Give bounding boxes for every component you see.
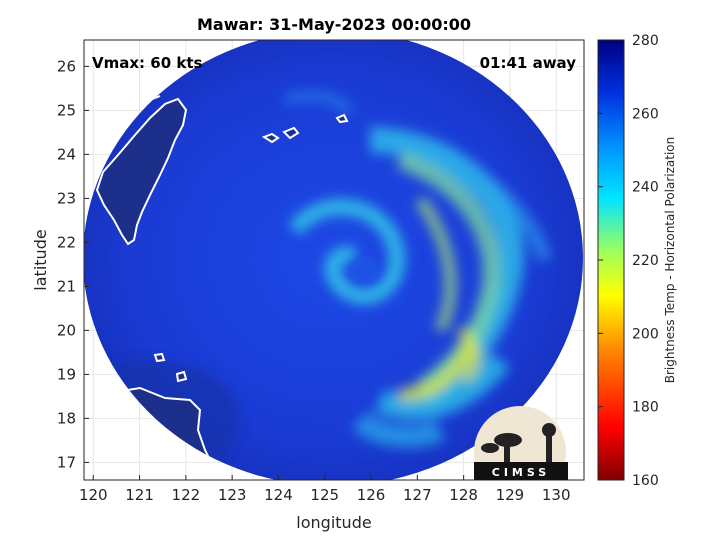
y-tick-label: 26 bbox=[57, 57, 76, 75]
colorbar-tick-label: 280 bbox=[632, 33, 659, 49]
colorbar-tick-label: 200 bbox=[632, 326, 659, 342]
y-axis-ticks: 17 18 19 20 21 22 23 24 25 26 bbox=[57, 57, 89, 471]
x-tick-label: 128 bbox=[449, 486, 478, 504]
colorbar-tick-label: 260 bbox=[632, 106, 659, 122]
storm-eye bbox=[349, 256, 381, 284]
x-tick-label: 130 bbox=[542, 486, 571, 504]
x-tick-label: 121 bbox=[125, 486, 154, 504]
tower-icon bbox=[546, 430, 552, 462]
x-tick-label: 124 bbox=[264, 486, 293, 504]
y-tick-label: 25 bbox=[57, 101, 76, 119]
vmax-annotation: Vmax: 60 kts bbox=[92, 54, 202, 72]
island-iriomote bbox=[282, 126, 300, 140]
x-axis-label: longitude bbox=[296, 513, 371, 532]
taiwan-coastline bbox=[95, 97, 188, 246]
y-tick-label: 17 bbox=[57, 453, 76, 471]
y-tick-label: 19 bbox=[57, 365, 76, 383]
x-tick-label: 127 bbox=[403, 486, 432, 504]
x-tick-label: 125 bbox=[310, 486, 339, 504]
island-batanes-1 bbox=[153, 352, 166, 363]
chart-title: Mawar: 31-May-2023 00:00:00 bbox=[197, 15, 471, 34]
colorbar-tick-label: 240 bbox=[632, 180, 659, 196]
y-tick-label: 21 bbox=[57, 277, 76, 295]
y-tick-label: 22 bbox=[57, 233, 76, 251]
y-axis-label: latitude bbox=[31, 229, 50, 290]
dish-icon bbox=[481, 443, 499, 453]
x-tick-label: 122 bbox=[172, 486, 201, 504]
y-tick-label: 23 bbox=[57, 189, 76, 207]
y-tick-label: 24 bbox=[57, 145, 76, 163]
colorbar-ticks: 160 180 200 220 240 260 280 bbox=[598, 33, 659, 489]
plot-border bbox=[83, 39, 585, 481]
x-axis-ticks: 120 121 122 123 124 125 126 127 128 129 130 bbox=[79, 475, 571, 504]
y-tick-label: 18 bbox=[57, 409, 76, 427]
colorbar-tick-label: 160 bbox=[632, 473, 659, 489]
x-tick-label: 120 bbox=[79, 486, 108, 504]
cimss-logo: CIMSS bbox=[474, 406, 568, 480]
y-tick-label: 20 bbox=[57, 321, 76, 339]
island-batanes-2 bbox=[175, 370, 188, 383]
x-tick-label: 129 bbox=[496, 486, 525, 504]
colorbar-label: Brightness Temp - Horizontal Polarizatio… bbox=[663, 137, 677, 384]
time-away-annotation: 01:41 away bbox=[480, 54, 577, 72]
colorbar-tick-label: 180 bbox=[632, 400, 659, 416]
island-yonaguni bbox=[261, 132, 280, 144]
x-tick-label: 126 bbox=[357, 486, 386, 504]
island-miyako bbox=[335, 113, 349, 124]
x-tick-label: 123 bbox=[218, 486, 247, 504]
logo-text: CIMSS bbox=[492, 466, 550, 479]
rainband-spiral bbox=[283, 91, 552, 448]
colorbar-tick-label: 220 bbox=[632, 253, 659, 269]
